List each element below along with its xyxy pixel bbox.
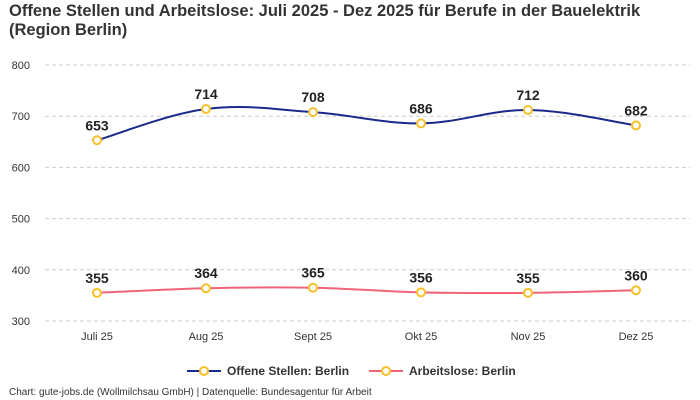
data-label: 355 bbox=[516, 270, 540, 286]
data-point bbox=[201, 283, 211, 294]
x-tick-label: Dez 25 bbox=[619, 331, 654, 343]
series-line-arbeitslose bbox=[96, 286, 637, 295]
legend-label: Offene Stellen: Berlin bbox=[227, 364, 349, 378]
data-label: 365 bbox=[301, 265, 325, 281]
chart-title: Offene Stellen und Arbeitslose: Juli 202… bbox=[9, 2, 641, 39]
data-point bbox=[416, 118, 426, 129]
x-tick-label: Okt 25 bbox=[405, 331, 437, 343]
data-point bbox=[308, 282, 318, 293]
footer-source: Chart: gute-jobs.de (Wollmilchsau GmbH) … bbox=[9, 387, 372, 398]
data-label: 653 bbox=[85, 117, 109, 133]
data-label: 360 bbox=[624, 267, 648, 283]
y-tick-label: 300 bbox=[12, 316, 30, 328]
data-label: 364 bbox=[194, 265, 218, 281]
legend-label: Arbeitslose: Berlin bbox=[409, 364, 516, 378]
series-line-offene-stellen bbox=[96, 105, 637, 142]
y-tick-label: 400 bbox=[12, 265, 30, 277]
data-point bbox=[631, 285, 641, 296]
data-point bbox=[308, 107, 318, 118]
data-label: 712 bbox=[516, 87, 540, 103]
y-tick-label: 800 bbox=[12, 60, 30, 72]
data-point bbox=[523, 105, 533, 116]
data-point bbox=[631, 120, 641, 131]
legend-marker bbox=[199, 366, 209, 376]
x-tick-label: Aug 25 bbox=[189, 331, 224, 343]
data-label: 355 bbox=[85, 270, 109, 286]
y-tick-label: 700 bbox=[12, 111, 30, 123]
x-tick-label: Nov 25 bbox=[511, 331, 546, 343]
x-tick-label: Sept 25 bbox=[294, 331, 332, 343]
y-tick-label: 600 bbox=[12, 162, 30, 174]
data-label: 682 bbox=[624, 102, 648, 118]
x-tick-label: Juli 25 bbox=[81, 331, 113, 343]
data-label: 686 bbox=[409, 100, 433, 116]
data-point bbox=[92, 287, 102, 298]
data-label: 714 bbox=[194, 86, 218, 102]
data-point bbox=[92, 135, 102, 146]
y-tick-label: 500 bbox=[12, 214, 30, 226]
data-label: 356 bbox=[409, 269, 433, 285]
data-point bbox=[201, 104, 211, 115]
data-label: 708 bbox=[301, 89, 325, 105]
data-point bbox=[416, 287, 426, 298]
legend-marker bbox=[381, 366, 391, 376]
data-point bbox=[523, 287, 533, 298]
